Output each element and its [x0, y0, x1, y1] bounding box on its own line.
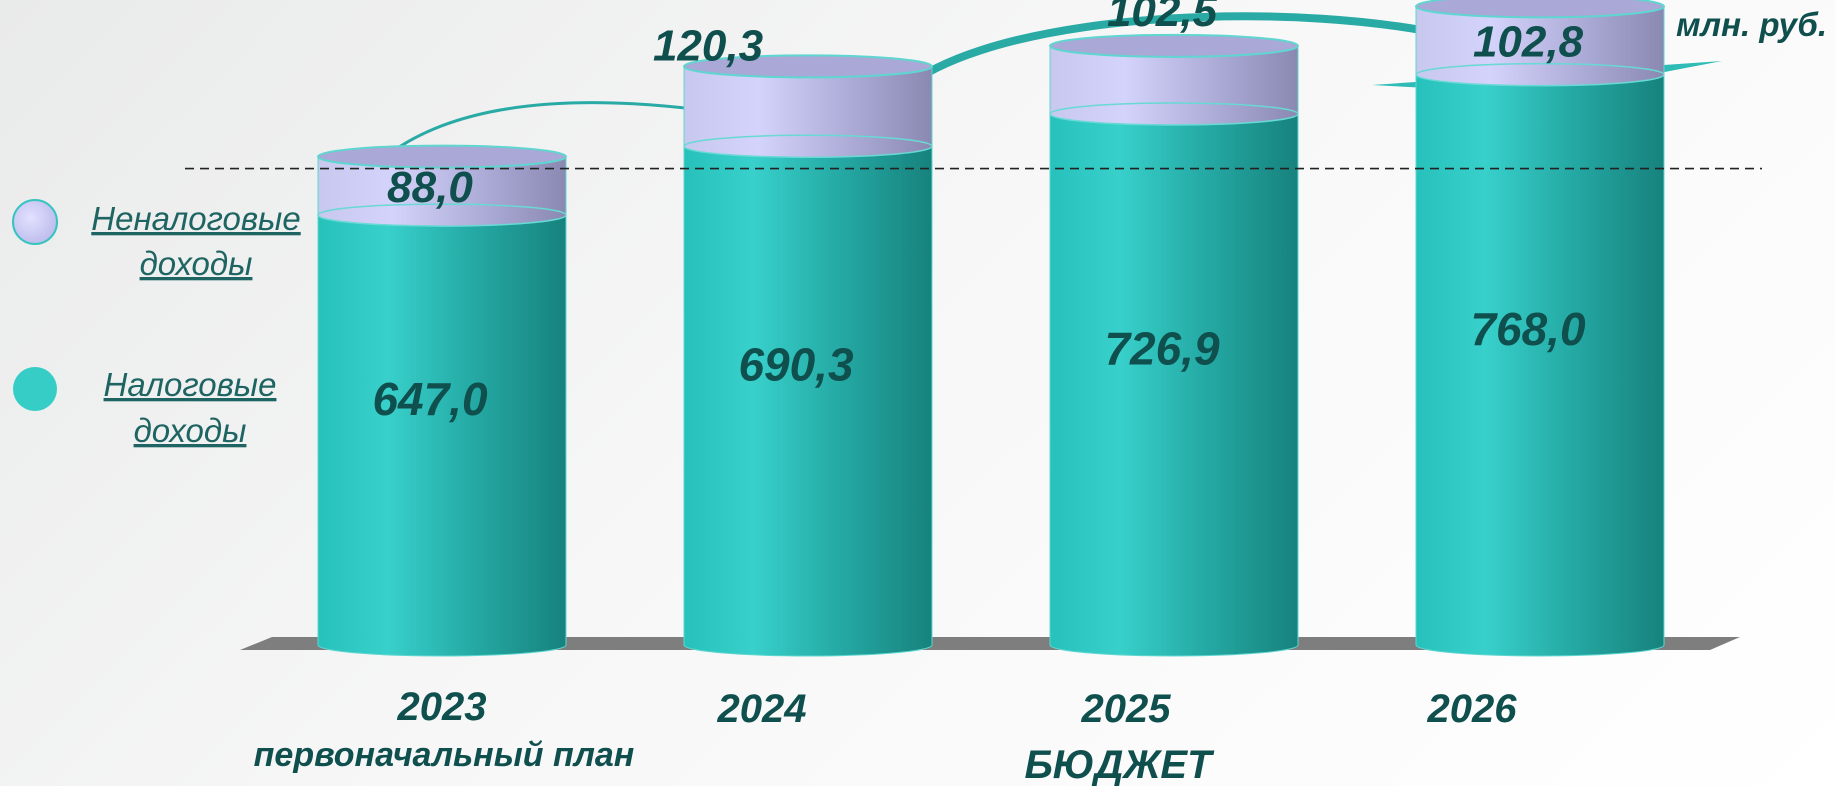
bar-segment-edge-2026 — [1415, 62, 1665, 87]
bar-2026 — [1415, 0, 1665, 657]
bar-segment-edge-2023 — [317, 203, 567, 227]
bar-tax-2025 — [1049, 102, 1299, 657]
legend-nontax-line2: доходы — [140, 245, 253, 282]
legend-marker-nontax — [12, 199, 58, 245]
value-label-tax-2026: 768,0 — [1470, 303, 1586, 355]
bar-2025 — [1049, 33, 1299, 657]
bar-segment-edge-2025 — [1049, 102, 1299, 126]
bar-group — [317, 0, 1665, 657]
value-labels: 647,0 88,0 690,3 120,3 726,9 102,5 768,0 102,8 — [372, 0, 1586, 425]
legend-tax-line1: Налоговые — [104, 366, 277, 403]
axis-labels: 2023 первоначальный план 2024 2025 БЮДЖЕТ 202… — [254, 685, 1518, 786]
legend: Неналоговые доходы Налоговые доходы — [12, 199, 301, 449]
value-label-nontax-2025: 102,5 — [1107, 0, 1218, 36]
category-note-2023: первоначальный план — [254, 736, 635, 774]
legend-marker-tax — [13, 367, 57, 411]
bar-top-2025 — [1049, 33, 1299, 58]
bar-2024 — [683, 54, 933, 657]
legend-tax-line2: доходы — [134, 412, 247, 449]
bar-top-2023 — [317, 144, 567, 169]
unit-label: млн. руб. — [1676, 6, 1827, 43]
value-label-tax-2025: 726,9 — [1104, 322, 1220, 374]
bar-tax-2026 — [1415, 63, 1665, 657]
category-label-2026: 2026 — [1427, 687, 1518, 731]
bar-top-2026 — [1415, 0, 1665, 19]
bar-2023 — [317, 144, 567, 657]
value-label-tax-2024: 690,3 — [738, 339, 854, 391]
category-label-2023: 2023 — [397, 685, 487, 729]
value-label-nontax-2026: 102,8 — [1473, 18, 1584, 67]
category-note-2025: БЮДЖЕТ — [1024, 743, 1215, 786]
category-label-2025: 2025 — [1081, 687, 1172, 731]
bar-top-2024 — [683, 54, 933, 79]
value-label-nontax-2023: 88,0 — [387, 163, 473, 212]
bar-segment-edge-2024 — [683, 134, 933, 159]
bar-tax-2024 — [683, 134, 933, 657]
bar-tax-2023 — [317, 203, 567, 657]
value-label-tax-2023: 647,0 — [372, 373, 488, 425]
legend-nontax-line1: Неналоговые — [91, 200, 300, 237]
value-label-nontax-2024: 120,3 — [653, 21, 763, 70]
chart-floor — [240, 637, 1740, 650]
category-label-2024: 2024 — [717, 687, 807, 731]
